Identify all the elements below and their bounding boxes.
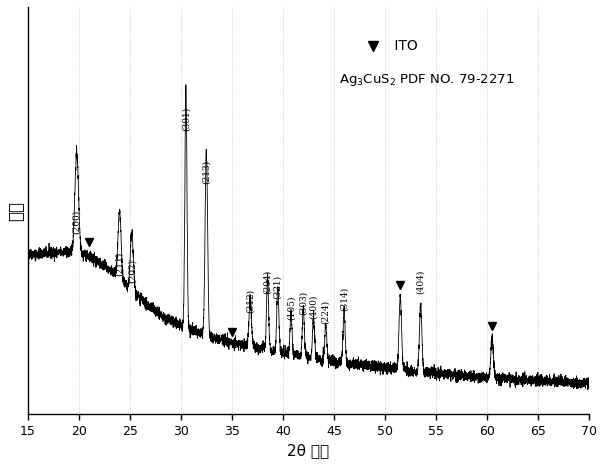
X-axis label: 2θ 角度: 2θ 角度 (288, 443, 329, 458)
Text: (301): (301) (181, 106, 190, 131)
Text: (202): (202) (127, 259, 137, 283)
Text: (105): (105) (286, 296, 295, 320)
Text: (321): (321) (273, 275, 282, 299)
Text: (303): (303) (299, 291, 308, 315)
Text: (314): (314) (339, 287, 349, 312)
Text: ITO: ITO (390, 39, 417, 53)
Text: (404): (404) (416, 269, 425, 294)
Text: (400): (400) (309, 295, 318, 319)
Text: (224): (224) (321, 299, 330, 324)
Text: Ag$_3$CuS$_2$ PDF NO. 79-2271: Ag$_3$CuS$_2$ PDF NO. 79-2271 (339, 72, 515, 88)
Text: (200): (200) (72, 209, 81, 233)
Text: (204): (204) (263, 269, 272, 294)
Text: (211): (211) (115, 252, 124, 276)
Text: (213): (213) (202, 160, 211, 184)
Text: (312): (312) (246, 289, 255, 313)
Y-axis label: 强度: 强度 (7, 200, 25, 220)
